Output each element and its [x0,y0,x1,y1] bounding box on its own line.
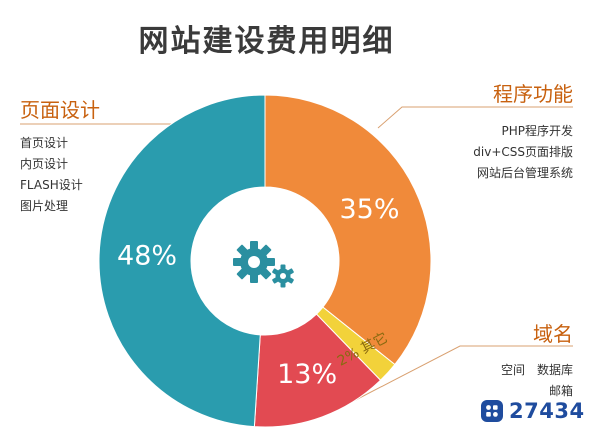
chart-title: 网站建设费用明细 [138,24,395,59]
leader-line-domain [345,345,573,406]
list-item: PHP程序开发 [501,124,574,138]
watermark: 27434 [481,398,585,424]
list-item: 网站后台管理系统 [476,166,573,180]
group-title-program: 程序功能 [493,82,573,106]
slice-label-page-design: 48% [117,241,177,272]
slice-label-program: 35% [340,194,400,225]
group-title-page-design: 页面设计 [20,98,100,122]
leader-line-program [377,106,573,129]
gears-icon [233,241,294,288]
list-item: 首页设计 [20,136,69,150]
list-item: 图片处理 [20,199,69,213]
group-items-program: PHP程序开发 div+CSS页面排版 网站后台管理系统 [473,121,573,184]
list-item: FLASH设计 [20,178,83,192]
group-items-domain: 空间 数据库 邮箱 [501,360,573,402]
list-item: 邮箱 [548,384,573,398]
list-item: div+CSS页面排版 [473,145,573,159]
slice-label-domain: 13% [277,359,337,390]
list-item: 内页设计 [20,157,69,171]
group-items-page-design: 首页设计 内页设计 FLASH设计 图片处理 [20,133,83,217]
list-item: 空间 数据库 [500,363,573,377]
watermark-text: 27434 [509,399,585,423]
app-grid-icon [481,400,503,422]
group-title-domain: 域名 [533,322,573,346]
